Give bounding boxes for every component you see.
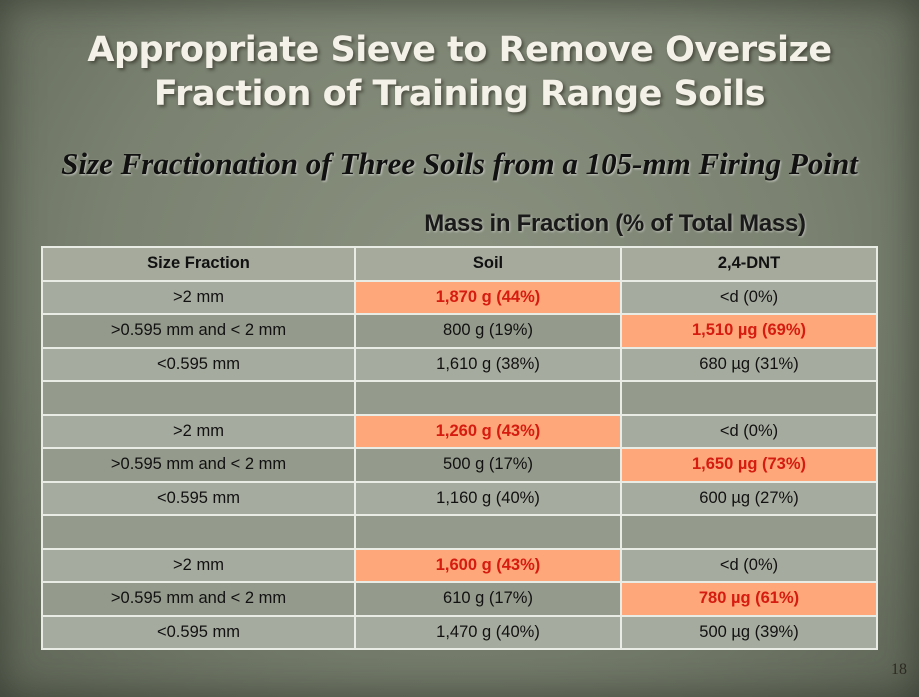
cell-dnt: 500 µg (39%) — [620, 614, 878, 650]
cell-soil: 610 g (17%) — [354, 581, 622, 617]
table-header-row: Size Fraction Soil 2,4-DNT — [41, 246, 878, 282]
slide-title: Appropriate Sieve to Remove Oversize Fra… — [0, 28, 919, 116]
page-number: 18 — [891, 661, 907, 678]
table-body: >2 mm 1,870 g (44%) <d (0%) >0.595 mm and <… — [41, 279, 878, 650]
cell-soil — [354, 380, 622, 416]
table-row — [41, 514, 878, 550]
cell-soil: 500 g (17%) — [354, 447, 622, 483]
table-row: <0.595 mm 1,160 g (40%) 600 µg (27%) — [41, 480, 878, 516]
cell-soil: 1,160 g (40%) — [354, 480, 622, 516]
table-row: >0.595 mm and < 2 mm 610 g (17%) 780 µg (6… — [41, 581, 878, 617]
header-soil: Soil — [354, 246, 622, 282]
table-row — [41, 380, 878, 416]
cell-size-fraction: <0.595 mm — [41, 346, 356, 382]
table-row: <0.595 mm 1,470 g (40%) 500 µg (39%) — [41, 614, 878, 650]
table-row: >2 mm 1,260 g (43%) <d (0%) — [41, 413, 878, 449]
cell-soil: 1,600 g (43%) — [354, 547, 622, 583]
cell-dnt — [620, 380, 878, 416]
cell-dnt: <d (0%) — [620, 413, 878, 449]
header-size-fraction: Size Fraction — [41, 246, 356, 282]
slide-subtitle: Size Fractionation of Three Soils from a… — [61, 146, 858, 181]
cell-size-fraction: >2 mm — [41, 279, 356, 315]
header-dnt: 2,4-DNT — [620, 246, 878, 282]
cell-soil: 1,610 g (38%) — [354, 346, 622, 382]
cell-dnt: 600 µg (27%) — [620, 480, 878, 516]
cell-size-fraction: >0.595 mm and < 2 mm — [41, 581, 356, 617]
cell-dnt: 1,510 µg (69%) — [620, 313, 878, 349]
cell-dnt: <d (0%) — [620, 279, 878, 315]
cell-size-fraction — [41, 380, 356, 416]
cell-size-fraction: >0.595 mm and < 2 mm — [41, 447, 356, 483]
cell-size-fraction: <0.595 mm — [41, 614, 356, 650]
table-row: >0.595 mm and < 2 mm 800 g (19%) 1,510 µg … — [41, 313, 878, 349]
cell-soil: 1,870 g (44%) — [354, 279, 622, 315]
table-row: <0.595 mm 1,610 g (38%) 680 µg (31%) — [41, 346, 878, 382]
cell-dnt: 1,650 µg (73%) — [620, 447, 878, 483]
title-line-1: Appropriate Sieve to Remove Oversize — [87, 30, 832, 70]
cell-size-fraction: >2 mm — [41, 413, 356, 449]
fractionation-table: Size Fraction Soil 2,4-DNT >2 mm 1,870 g … — [41, 246, 878, 650]
cell-dnt: 680 µg (31%) — [620, 346, 878, 382]
table-row: >0.595 mm and < 2 mm 500 g (17%) 1,650 µg … — [41, 447, 878, 483]
cell-dnt — [620, 514, 878, 550]
table-row: >2 mm 1,600 g (43%) <d (0%) — [41, 547, 878, 583]
table-row: >2 mm 1,870 g (44%) <d (0%) — [41, 279, 878, 315]
cell-size-fraction: >0.595 mm and < 2 mm — [41, 313, 356, 349]
cell-soil — [354, 514, 622, 550]
cell-soil: 800 g (19%) — [354, 313, 622, 349]
table-group-header: Mass in Fraction (% of Total Mass) — [424, 210, 806, 237]
cell-soil: 1,470 g (40%) — [354, 614, 622, 650]
title-line-2: Fraction of Training Range Soils — [153, 74, 766, 114]
cell-size-fraction — [41, 514, 356, 550]
cell-soil: 1,260 g (43%) — [354, 413, 622, 449]
cell-size-fraction: <0.595 mm — [41, 480, 356, 516]
cell-dnt: 780 µg (61%) — [620, 581, 878, 617]
cell-dnt: <d (0%) — [620, 547, 878, 583]
cell-size-fraction: >2 mm — [41, 547, 356, 583]
